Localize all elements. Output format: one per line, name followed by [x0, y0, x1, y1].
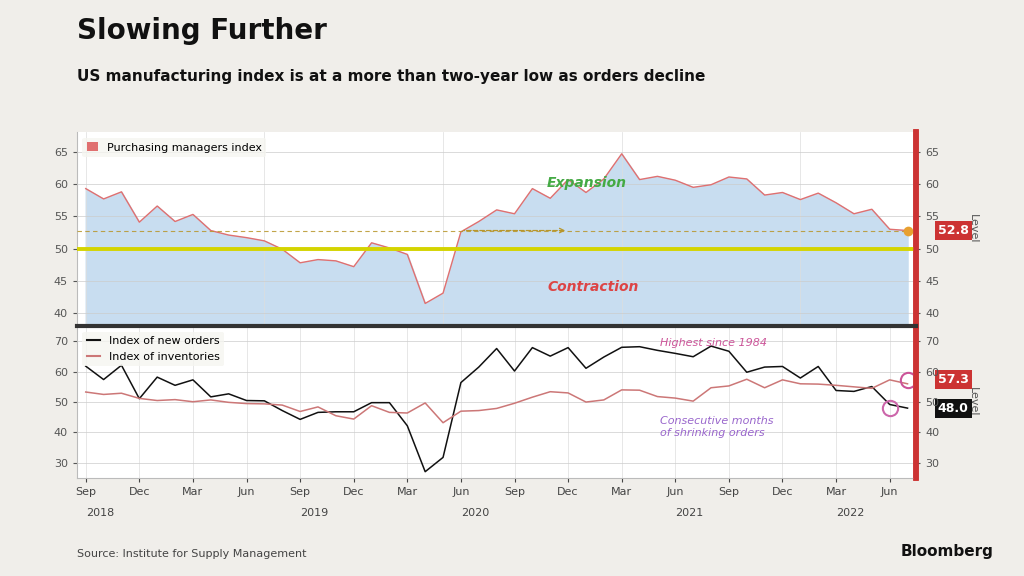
Text: 57.3: 57.3	[938, 373, 969, 386]
Text: 2021: 2021	[675, 509, 703, 518]
Text: 2019: 2019	[300, 509, 329, 518]
Text: Slowing Further: Slowing Further	[77, 17, 327, 46]
Text: Highest since 1984: Highest since 1984	[660, 338, 767, 348]
Text: Level: Level	[968, 387, 978, 417]
Text: Expansion: Expansion	[547, 176, 627, 190]
Text: 2018: 2018	[86, 509, 114, 518]
Text: Consecutive months
of shrinking orders: Consecutive months of shrinking orders	[660, 416, 774, 438]
Text: Contraction: Contraction	[547, 280, 638, 294]
Text: 2022: 2022	[836, 509, 864, 518]
Text: Source: Institute for Supply Management: Source: Institute for Supply Management	[77, 549, 306, 559]
Text: US manufacturing index is at a more than two-year low as orders decline: US manufacturing index is at a more than…	[77, 69, 706, 84]
Text: 48.0: 48.0	[938, 401, 969, 415]
Text: 52.8: 52.8	[938, 224, 969, 237]
Legend: Purchasing managers index: Purchasing managers index	[82, 138, 266, 157]
Text: Level: Level	[968, 214, 978, 244]
Text: Bloomberg: Bloomberg	[900, 544, 993, 559]
Text: 2020: 2020	[461, 509, 489, 518]
Legend: Index of new orders, Index of inventories: Index of new orders, Index of inventorie…	[82, 332, 224, 366]
